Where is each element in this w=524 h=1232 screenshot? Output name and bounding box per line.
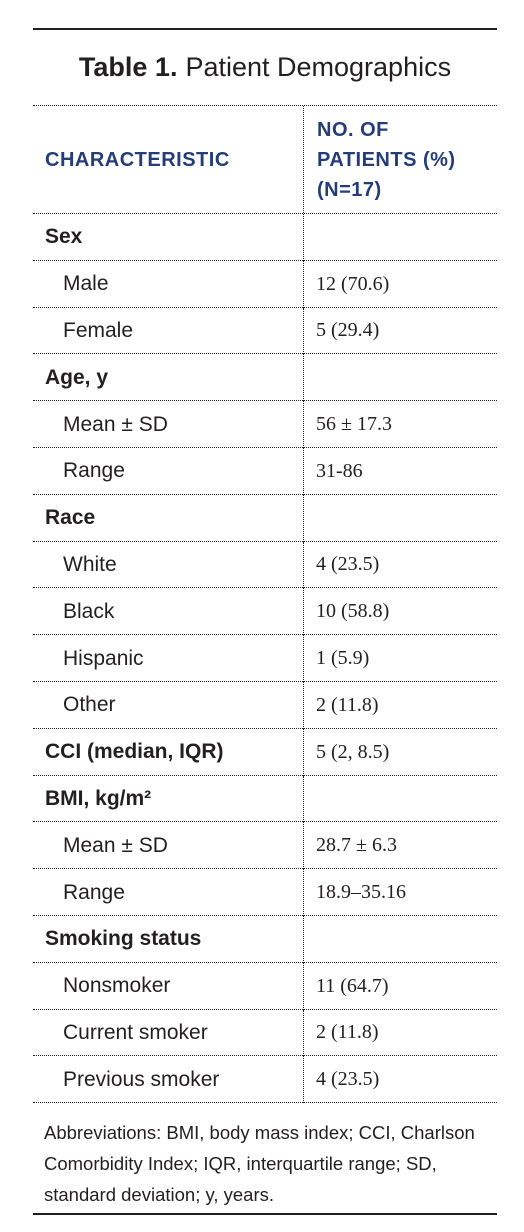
row-value: 5 (29.4)	[316, 319, 380, 342]
table-footnote: Abbreviations: BMI, body mass index; CCI…	[44, 1122, 475, 1206]
table-row: Nonsmoker 11 (64.7)	[33, 962, 497, 1010]
section-label: CCI (median, IQR)	[33, 728, 304, 776]
table-section-row: Smoking status	[33, 915, 497, 963]
table-section-row: Age, y	[33, 354, 497, 402]
table-row: Hispanic 1 (5.9)	[33, 635, 497, 682]
row-value	[304, 776, 497, 823]
row-label: Mean ± SD	[33, 822, 304, 870]
row-value	[304, 214, 497, 261]
header-characteristic: CHARACTERISTIC	[45, 148, 230, 171]
row-value: 10 (58.8)	[316, 600, 390, 623]
header-patients-cell: NO. OF PATIENTS (%) (N=17)	[304, 106, 497, 213]
section-label: Age, y	[33, 354, 304, 402]
header-patients-line1: NO. OF	[317, 118, 389, 141]
section-label: BMI, kg/m²	[33, 775, 304, 823]
table-row: Black 10 (58.8)	[33, 588, 497, 636]
row-value: 56 ± 17.3	[316, 413, 392, 436]
table-row: Male 12 (70.6)	[33, 260, 497, 308]
row-label: Male	[33, 260, 304, 308]
header-characteristic-cell: CHARACTERISTIC	[33, 106, 304, 213]
row-value	[304, 916, 497, 963]
row-value: 18.9–35.16	[316, 881, 406, 904]
row-label: Female	[33, 307, 304, 355]
row-label: Previous smoker	[33, 1056, 304, 1104]
row-label: Range	[33, 447, 304, 495]
table-title-label: Table 1.	[78, 52, 178, 82]
row-value: 12 (70.6)	[316, 272, 390, 295]
row-value: 5 (2, 8.5)	[316, 740, 390, 763]
row-label: Current smoker	[33, 1009, 304, 1057]
table-title: Table 1. Patient Demographics	[33, 30, 497, 106]
header-patients-line3: (N=17)	[317, 178, 382, 201]
table-header: CHARACTERISTIC NO. OF PATIENTS (%) (N=17…	[33, 106, 497, 214]
row-label: White	[33, 541, 304, 589]
table-section-row: Sex	[33, 214, 497, 261]
table-row: Current smoker 2 (11.8)	[33, 1009, 497, 1057]
row-value: 2 (11.8)	[316, 1021, 379, 1044]
row-label: Range	[33, 869, 304, 916]
header-patients: NO. OF PATIENTS (%) (N=17)	[317, 115, 456, 205]
table-row: Female 5 (29.4)	[33, 307, 497, 355]
row-value: 31-86	[316, 459, 363, 482]
table-section-row: BMI, kg/m²	[33, 775, 497, 823]
row-value: 4 (23.5)	[316, 1068, 380, 1091]
section-label: Race	[33, 494, 304, 542]
table-title-text: Patient Demographics	[185, 52, 452, 82]
table-row: Previous smoker 4 (23.5)	[33, 1056, 497, 1104]
row-value	[304, 354, 497, 401]
table-section-row: CCI (median, IQR) 5 (2, 8.5)	[33, 728, 497, 776]
row-label: Other	[33, 681, 304, 729]
table-row: Range 31-86	[33, 447, 497, 495]
row-value: 28.7 ± 6.3	[316, 834, 397, 857]
row-value: 2 (11.8)	[316, 693, 379, 716]
table-row: Mean ± SD 56 ± 17.3	[33, 401, 497, 448]
table-section-row: Race	[33, 494, 497, 542]
row-label: Nonsmoker	[33, 962, 304, 1010]
section-label: Sex	[33, 214, 304, 261]
header-patients-line2: PATIENTS (%)	[317, 148, 456, 171]
row-label: Hispanic	[33, 635, 304, 682]
table-row: Range 18.9–35.16	[33, 869, 497, 916]
table-body: Sex Male 12 (70.6) Female 5 (29.4) Age, y Mean…	[33, 214, 497, 1104]
row-label: Mean ± SD	[33, 401, 304, 448]
row-value: 11 (64.7)	[316, 974, 389, 997]
table-row: White 4 (23.5)	[33, 541, 497, 589]
row-value: 4 (23.5)	[316, 553, 380, 576]
row-value: 1 (5.9)	[316, 647, 370, 670]
row-value	[304, 495, 497, 542]
table-row: Other 2 (11.8)	[33, 681, 497, 729]
section-label: Smoking status	[33, 915, 304, 963]
table-row: Mean ± SD 28.7 ± 6.3	[33, 822, 497, 870]
demographics-table: Table 1. Patient Demographics CHARACTERI…	[33, 28, 497, 1215]
row-label: Black	[33, 588, 304, 636]
